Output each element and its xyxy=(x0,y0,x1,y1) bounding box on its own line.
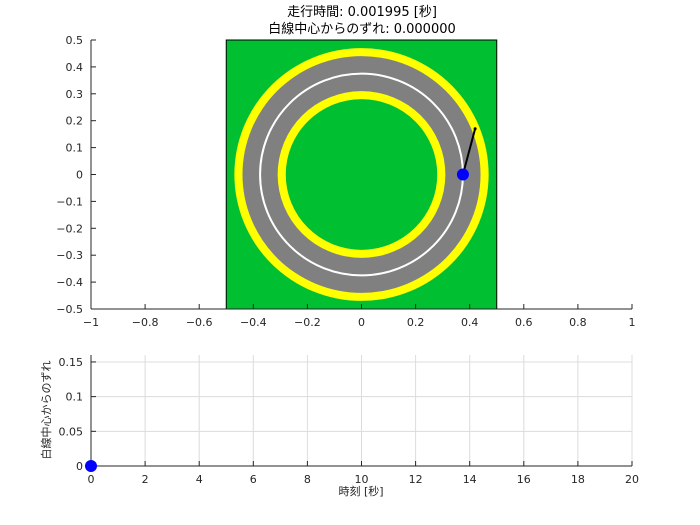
x-axis-label: 時刻 [秒] xyxy=(338,484,383,498)
x-tick-label: 12 xyxy=(409,473,423,486)
deviation-axes: 時刻 [秒] 白線中心からのずれ 0 2 4 6 8 10 12 14 16 18 20 0 0.05 0… xyxy=(39,355,639,498)
x-tick-label: 0.6 xyxy=(515,316,533,329)
heading-line-tip xyxy=(473,127,477,131)
vehicle-marker xyxy=(456,168,469,181)
x-tick-label: −0.8 xyxy=(132,316,159,329)
x-tick-label: 2 xyxy=(142,473,149,486)
y-axis-label: 白線中心からのずれ xyxy=(39,361,53,460)
title-line1: 走行時間: 0.001995 [秒] xyxy=(287,5,437,20)
y-tick-label: 0.05 xyxy=(59,425,84,438)
x-tick-label: 16 xyxy=(517,473,531,486)
x-tick-label: −0.2 xyxy=(294,316,321,329)
y-tick-label: 0.1 xyxy=(66,391,84,404)
y-tick-label: 0 xyxy=(76,169,83,182)
y-tick-label: −0.4 xyxy=(56,276,83,289)
y-tick-label: −0.1 xyxy=(56,195,83,208)
x-tick-label: 0.4 xyxy=(461,316,479,329)
x-tick-label: −0.6 xyxy=(186,316,213,329)
x-tick-label: −0.4 xyxy=(240,316,267,329)
x-tick-label: 8 xyxy=(304,473,311,486)
y-tick-label: −0.5 xyxy=(56,303,83,316)
x-tick-label: 0 xyxy=(88,473,95,486)
heading-line xyxy=(461,128,477,175)
x-tick-label: 14 xyxy=(463,473,477,486)
x-tick-label: 6 xyxy=(250,473,257,486)
track-axes: 走行時間: 0.001995 [秒] 白線中心からのずれ: 0.000000 −… xyxy=(56,5,635,329)
y-tick-label: −0.3 xyxy=(56,249,83,262)
x-tick-label: 10 xyxy=(355,473,369,486)
x-tick-label: −1 xyxy=(83,316,99,329)
x-tick-label: 1 xyxy=(629,316,636,329)
data-point xyxy=(85,460,97,472)
x-tick-label: 4 xyxy=(196,473,203,486)
y-tick-label: 0 xyxy=(76,460,83,473)
x-tick-label: 18 xyxy=(571,473,585,486)
x-tick-label: 0 xyxy=(358,316,365,329)
y-tick-label: 0.4 xyxy=(66,61,84,74)
y-tick-label: 0.1 xyxy=(66,142,84,155)
y-tick-label: 0.2 xyxy=(66,115,84,128)
y-tick-label: 0.15 xyxy=(59,356,84,369)
title-line2: 白線中心からのずれ: 0.000000 xyxy=(268,21,456,37)
y-tick-label: 0.5 xyxy=(66,34,84,47)
y-tick-label: 0.3 xyxy=(66,88,84,101)
x-tick-label: 0.2 xyxy=(407,316,425,329)
infield xyxy=(285,99,438,250)
x-tick-label: 0.8 xyxy=(569,316,587,329)
x-tick-label: 20 xyxy=(625,473,639,486)
y-tick-label: −0.2 xyxy=(56,222,83,235)
